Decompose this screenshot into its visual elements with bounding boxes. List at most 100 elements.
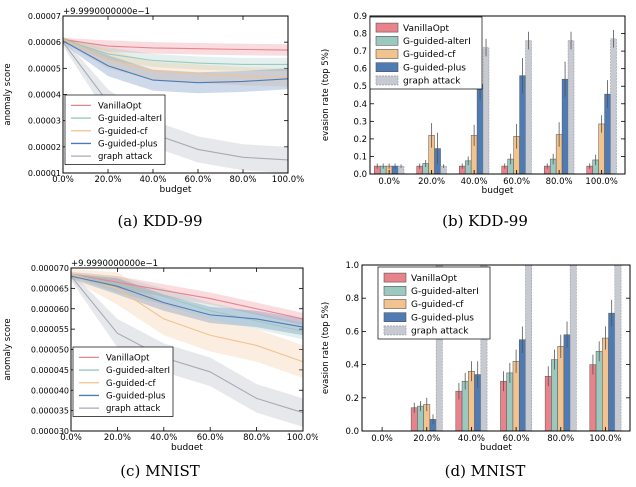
x-tick-label: 0.0%: [60, 433, 82, 443]
bar: [610, 38, 617, 175]
y-tick-label: 1.0: [345, 261, 359, 271]
chart-c-anomaly-score-mnist: 0.000030 0.000035 0.000040 0.000045 0.000050…: [3, 259, 318, 450]
legend-label: G-guided-alterI: [106, 366, 170, 376]
series-line: [70, 275, 304, 328]
y-tick-label: 0.9: [353, 12, 367, 22]
x-tick-label: 40.0%: [150, 433, 177, 443]
y-tick-label: 0.2: [345, 394, 359, 404]
x-tick-label: 0.0%: [378, 177, 400, 187]
series-line: [70, 273, 304, 332]
plot-frame: [361, 264, 631, 432]
y-tick-label: 0.000045: [31, 366, 69, 375]
x-tick-label: 100.0%: [287, 433, 318, 443]
y-tick-label: 0.1: [353, 152, 367, 162]
y-tick-label: 0.5: [353, 82, 367, 92]
series-line: [62, 41, 289, 161]
legend-label: G-guided-cf: [411, 300, 464, 310]
legend-swatch: [375, 22, 399, 33]
series-band: [63, 37, 288, 56]
y-axis-label: evasion rate (top 5%): [321, 302, 331, 394]
x-tick-label: 40.0%: [458, 434, 485, 444]
series-line: [62, 40, 289, 84]
x-tick-label: 80.0%: [546, 177, 573, 187]
bar: [563, 334, 571, 432]
x-tick-label: 60.0%: [503, 434, 530, 444]
y-tick-label: 0.8: [345, 294, 359, 304]
legend-swatch: [383, 325, 407, 336]
legend-label: G-guided-cf: [106, 379, 157, 389]
bar: [518, 339, 526, 432]
series-line: [62, 39, 289, 51]
caption-d: (d) MNIST: [444, 462, 526, 480]
series-line: [62, 39, 289, 79]
series-line: [70, 275, 304, 414]
x-axis-label: budget: [482, 186, 514, 195]
x-axis-label: budget: [171, 443, 203, 450]
legend-label: G-guided-cf: [403, 50, 456, 60]
y-tick-label: 0.6: [353, 65, 367, 75]
legend-label: graph attack: [411, 327, 469, 337]
y-tick-label: 0.00004: [28, 91, 61, 100]
y-tick-label: 0.4: [345, 361, 359, 371]
bar: [602, 337, 609, 432]
caption-c: (c) MNIST: [120, 462, 200, 480]
x-tick-label: 100.0%: [272, 175, 304, 185]
bar: [525, 264, 532, 432]
bar: [482, 47, 490, 175]
y-tick-label: 0.00007: [28, 12, 61, 21]
legend-label: graph attack: [98, 152, 152, 162]
legend-swatch: [383, 285, 407, 296]
y-axis-label: anomaly score: [3, 63, 13, 125]
bar: [551, 359, 558, 432]
axis-offset-label: +9.9990000000e−1: [63, 7, 150, 17]
x-tick-label: 80.0%: [547, 434, 574, 444]
bar: [557, 346, 565, 432]
y-tick-label: 0.00003: [28, 117, 61, 126]
legend-label: VanillaOpt: [411, 274, 457, 284]
caption-a: (a) KDD-99: [117, 212, 203, 230]
y-tick-label: 0.000070: [31, 264, 69, 273]
x-tick-label: 80.0%: [243, 433, 270, 443]
bar: [569, 264, 577, 432]
legend-label: VanillaOpt: [403, 24, 449, 34]
x-tick-label: 40.0%: [139, 175, 166, 185]
bar: [525, 40, 532, 175]
y-tick-label: 0.000030: [31, 427, 69, 436]
x-tick-label: 60.0%: [184, 175, 211, 185]
y-tick-label: 0.0: [353, 170, 367, 180]
legend-box: [72, 346, 174, 417]
legend-label: graph attack: [403, 77, 461, 87]
y-tick-label: 0.8: [353, 30, 367, 40]
x-tick-label: 40.0%: [461, 177, 488, 187]
plot-frame: [70, 267, 304, 432]
x-tick-label: 60.0%: [197, 433, 224, 443]
y-tick-label: 0.00002: [28, 143, 61, 152]
series-band: [71, 271, 303, 340]
chart-b-evasion-rate-kdd: 0.0 0.1 0.2 0.3 0.4 0.5 0.6 0.7 0.8 0.9 0.0% 20.0% 4…: [321, 12, 626, 195]
chart-a-anomaly-score-kdd: 0.00001 0.00002 0.00003 0.00004 0.00005 0.000…: [3, 7, 304, 195]
y-tick-label: 0.7: [353, 47, 367, 57]
chart-d-evasion-rate-mnist: 0.0 0.2 0.4 0.6 0.8 1.0 0.0% 20.0% 40.0% 60.0% 80.…: [321, 261, 631, 450]
x-axis-label: budget: [160, 185, 192, 195]
x-axis-label: budget: [480, 443, 512, 450]
legend-label: G-guided-plus: [411, 313, 474, 323]
x-tick-label: 20.0%: [94, 175, 121, 185]
y-tick-label: 0.000035: [31, 407, 69, 416]
legend-label: G-guided-cf: [98, 127, 149, 137]
y-axis-label: evasion rate (top 5%): [321, 49, 331, 141]
bar: [608, 312, 616, 432]
y-tick-label: 0.000050: [31, 346, 69, 355]
bar: [595, 351, 603, 432]
y-tick-label: 0.6: [345, 327, 359, 337]
bar: [567, 40, 575, 175]
series-line: [70, 273, 304, 320]
legend-swatch: [375, 49, 399, 59]
legend-label: G-guided-alterI: [98, 114, 162, 124]
x-tick-label: 80.0%: [229, 175, 256, 185]
series-band: [63, 37, 288, 94]
caption-b: (b) KDD-99: [442, 212, 528, 230]
y-tick-label: 0.000040: [31, 386, 69, 395]
plot-frame: [62, 15, 289, 174]
x-tick-label: 100.0%: [585, 177, 617, 187]
